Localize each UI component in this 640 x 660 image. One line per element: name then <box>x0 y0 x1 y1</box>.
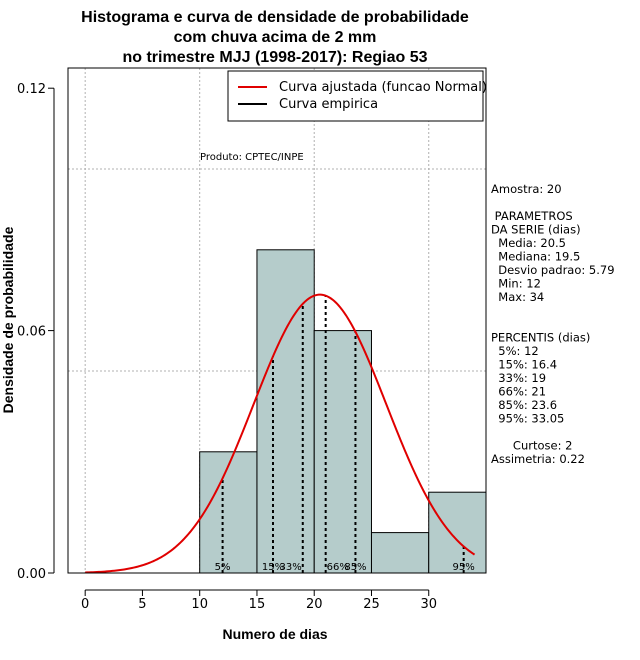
x-tick-label: 10 <box>191 597 208 612</box>
percentile-lines <box>221 295 465 573</box>
histogram-bar <box>199 451 258 574</box>
stat-line: 15%: 16.4 <box>491 358 557 372</box>
stat-line: Max: 34 <box>491 290 544 304</box>
x-tick-label: 30 <box>420 597 437 612</box>
stat-line: DA SERIE (dias) <box>491 223 581 237</box>
stat-line: PERCENTIS (dias) <box>491 331 590 345</box>
legend-box <box>227 70 484 122</box>
y-tick-label: 0.12 <box>17 82 46 97</box>
legend-label-empirical: Curva empirica <box>279 97 378 112</box>
histogram-bar <box>256 249 315 574</box>
stat-line: Assimetria: 0.22 <box>491 452 585 466</box>
title-line-3: no trimestre MJJ (1998-2017): Regiao 53 <box>122 49 427 66</box>
y-axis-label: Densidade de probabilidade <box>0 226 16 413</box>
stat-line: Curtose: 2 <box>491 439 572 453</box>
percentile-label: 95% <box>453 562 475 573</box>
percentile-label: 85% <box>344 562 366 573</box>
stat-line: Mediana: 19.5 <box>491 250 580 264</box>
x-tick-label: 5 <box>138 597 146 612</box>
histogram-bar <box>313 330 372 574</box>
plot-frame <box>67 67 487 574</box>
legend-label-fit: Curva ajustada (funcao Normal) <box>279 80 487 95</box>
title-line-1: Histograma e curva de densidade de proba… <box>81 9 469 26</box>
y-tick-label: 0.06 <box>17 325 46 340</box>
stat-line: Min: 12 <box>491 277 541 291</box>
histogram-bar <box>428 491 487 574</box>
stat-line: 5%: 12 <box>491 344 539 358</box>
x-axis: 0 5 10 15 20 25 30 <box>81 589 437 612</box>
percentile-labels: 5% 15%33% 66%85% 95% <box>215 562 475 573</box>
stat-line: 95%: 33.05 <box>491 412 564 426</box>
product-annotation: Produto: CPTEC/INPE <box>200 152 304 163</box>
y-tick-label: 0.00 <box>17 567 46 582</box>
y-axis: 0.00 0.06 0.12 <box>17 82 55 582</box>
stat-line: 33%: 19 <box>491 371 546 385</box>
title-line-2: com chuva acima de 2 mm <box>174 29 377 46</box>
stat-line: 66%: 21 <box>491 385 546 399</box>
percentile-label: 66% <box>327 562 349 573</box>
chart-title: Histograma e curva de densidade de proba… <box>81 9 469 66</box>
stat-line: Media: 20.5 <box>491 236 566 250</box>
percentile-label: 33% <box>280 562 302 573</box>
stat-line: Desvio padrao: 5.79 <box>491 263 615 277</box>
percentile-label: 15% <box>262 562 284 573</box>
stat-line: Amostra: 20 <box>491 182 562 196</box>
x-axis-label: Numero de dias <box>222 626 327 642</box>
histogram-bar <box>370 532 430 574</box>
normal-fit-curve <box>85 293 476 574</box>
stat-line: 85%: 23.6 <box>491 398 557 412</box>
percentile-label: 5% <box>215 562 231 573</box>
legend: Curva ajustada (funcao Normal) Curva emp… <box>227 70 487 122</box>
x-tick-label: 25 <box>363 597 380 612</box>
x-tick-label: 15 <box>249 597 266 612</box>
stat-line: PARAMETROS <box>491 209 573 223</box>
x-tick-label: 20 <box>306 597 323 612</box>
x-tick-label: 0 <box>81 597 89 612</box>
histogram-bars <box>199 249 487 574</box>
